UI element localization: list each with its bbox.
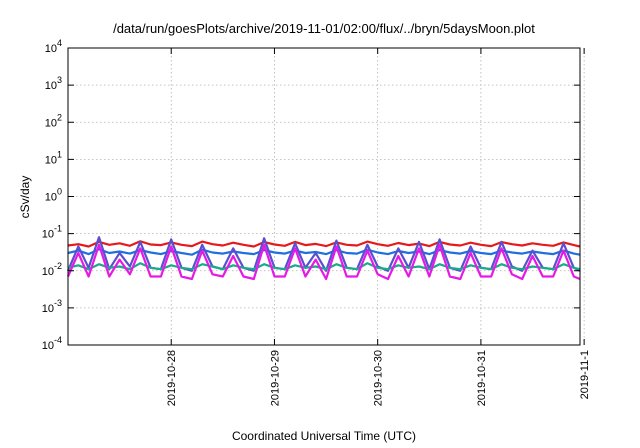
x-tick-label: 2019-10-30 <box>373 350 385 406</box>
x-tick-label: 2019-10-31 <box>476 350 488 406</box>
series-layer <box>66 236 581 281</box>
chart-title: /data/run/goesPlots/archive/2019-11-01/0… <box>113 21 535 36</box>
y-tick-label: 101 <box>45 149 62 166</box>
series-line-4 <box>67 262 581 271</box>
y-tick-label: 10-2 <box>42 261 62 278</box>
y-tick-label: 10-4 <box>42 335 62 352</box>
x-axis: 2019-10-28 2019-10-29 2019-10-30 2019-10-31… <box>166 48 591 406</box>
y-tick-label: 103 <box>45 75 62 92</box>
x-tick-label: 2019-10-28 <box>166 350 178 406</box>
y-tick-label: 10-3 <box>42 298 62 315</box>
series-line-1 <box>67 240 581 248</box>
y-tick-label: 102 <box>45 112 62 129</box>
y-tick-label: 104 <box>45 38 62 55</box>
x-tick-label: 2019-11-1 <box>579 350 591 399</box>
y-axis-label: cSv/day <box>18 176 32 219</box>
y-axis: 10-4 10-3 10-2 10-1 100 101 102 103 104 <box>42 38 580 352</box>
grid <box>68 47 585 346</box>
y-tick-label: 100 <box>45 187 62 204</box>
x-tick-label: 2019-10-29 <box>269 350 281 406</box>
series-line-5 <box>66 243 581 281</box>
x-axis-label: Coordinated Universal Time (UTC) <box>232 429 416 443</box>
y-tick-label: 10-1 <box>42 224 62 241</box>
